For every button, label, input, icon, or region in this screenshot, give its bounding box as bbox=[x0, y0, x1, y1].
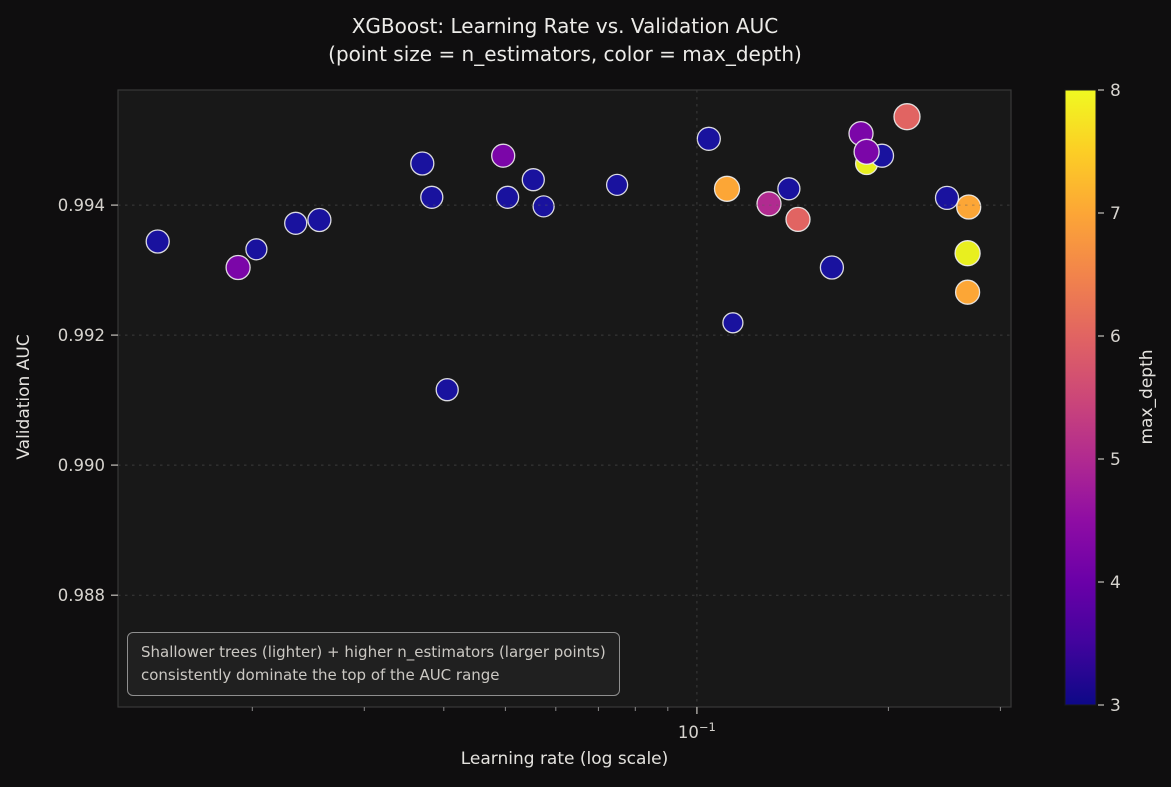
scatter-point bbox=[956, 194, 982, 220]
scatter-point bbox=[785, 206, 811, 233]
colorbar-tick-label: 8 bbox=[1110, 81, 1121, 101]
scatter-point bbox=[605, 173, 629, 197]
y-tick-label: 0.992 bbox=[58, 326, 105, 345]
y-axis-ticks: 0.988 0.990 0.992 0.994 bbox=[58, 196, 118, 605]
scatter-point bbox=[307, 207, 332, 233]
scatter-point bbox=[954, 240, 981, 267]
scatter-point bbox=[532, 195, 555, 218]
colorbar-tick-label: 5 bbox=[1110, 450, 1121, 470]
scatter-point bbox=[934, 185, 960, 211]
colorbar-tick-label: 7 bbox=[1110, 204, 1121, 224]
colorbar bbox=[1064, 89, 1097, 706]
annotation-line-2: consistently dominate the top of the AUC… bbox=[141, 666, 500, 684]
scatter-point bbox=[696, 126, 721, 151]
scatter-point bbox=[819, 255, 845, 280]
scatter-point bbox=[495, 185, 520, 209]
chart-subtitle: (point size = n_estimators, color = max_… bbox=[328, 42, 802, 66]
scatter-point bbox=[410, 151, 435, 176]
annotation-line-1: Shallower trees (lighter) + higher n_est… bbox=[141, 643, 606, 661]
scatter-point bbox=[713, 175, 741, 202]
scatter-points bbox=[145, 103, 982, 402]
annotation-box: Shallower trees (lighter) + higher n_est… bbox=[127, 632, 620, 696]
scatter-point bbox=[777, 177, 801, 201]
scatter-point bbox=[284, 211, 308, 235]
scatter-point bbox=[245, 238, 268, 261]
colorbar-tick-label: 3 bbox=[1110, 696, 1121, 716]
plot-border bbox=[117, 89, 1012, 708]
scatter-point bbox=[853, 138, 880, 165]
scatter-point bbox=[420, 185, 444, 209]
scatter-point bbox=[225, 254, 251, 281]
x-axis-label: Learning rate (log scale) bbox=[460, 749, 669, 769]
colorbar-ticks: 3 4 5 6 7 8 bbox=[1098, 81, 1121, 716]
colorbar-tick-label: 4 bbox=[1110, 573, 1121, 593]
colorbar-label: max_depth bbox=[1137, 349, 1157, 445]
x-tick-label: 10−1 bbox=[678, 720, 716, 742]
y-tick-label: 0.988 bbox=[58, 586, 105, 605]
colorbar-tick-label: 6 bbox=[1110, 327, 1121, 347]
chart-title-block: XGBoost: Learning Rate vs. Validation AU… bbox=[100, 12, 1030, 68]
gridlines bbox=[118, 90, 1011, 707]
scatter-point bbox=[145, 229, 170, 254]
x-axis-ticks: 10−1 bbox=[678, 707, 716, 742]
scatter-point bbox=[435, 378, 459, 402]
scatter-point bbox=[491, 143, 516, 168]
scatter-point bbox=[893, 103, 921, 131]
scatter-point bbox=[954, 279, 981, 305]
plot-area bbox=[118, 90, 1011, 707]
scatter-point bbox=[521, 168, 545, 192]
y-tick-label: 0.994 bbox=[58, 196, 105, 215]
chart-title: XGBoost: Learning Rate vs. Validation AU… bbox=[351, 14, 779, 38]
scatter-point bbox=[722, 312, 744, 334]
y-axis-label: Validation AUC bbox=[14, 334, 34, 460]
x-minor-ticks bbox=[251, 707, 1001, 711]
y-tick-label: 0.990 bbox=[58, 456, 105, 475]
scatter-point bbox=[756, 191, 782, 217]
